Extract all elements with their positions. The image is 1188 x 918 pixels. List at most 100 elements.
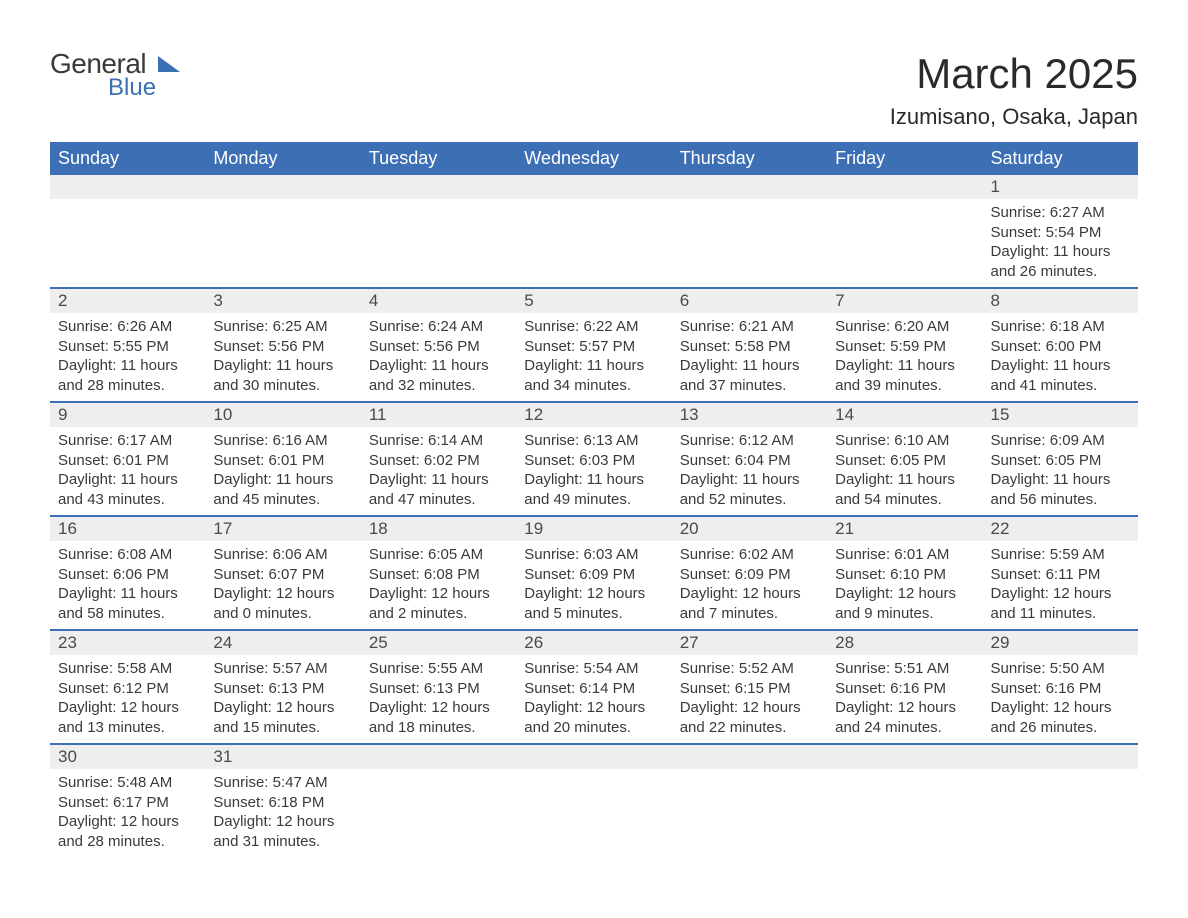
sunset-text: Sunset: 5:54 PM <box>991 223 1130 243</box>
sunrise-text: Sunrise: 6:10 AM <box>835 431 974 451</box>
calendar-row: 9Sunrise: 6:17 AMSunset: 6:01 PMDaylight… <box>50 402 1138 516</box>
date-bar: 23 <box>50 631 205 655</box>
calendar-cell: 10Sunrise: 6:16 AMSunset: 6:01 PMDayligh… <box>205 402 360 516</box>
date-bar <box>983 745 1138 769</box>
cell-body: Sunrise: 6:03 AMSunset: 6:09 PMDaylight:… <box>516 541 671 629</box>
cell-body: Sunrise: 6:25 AMSunset: 5:56 PMDaylight:… <box>205 313 360 401</box>
date-bar <box>516 175 671 199</box>
calendar-cell <box>361 175 516 288</box>
calendar-cell <box>827 175 982 288</box>
calendar-cell <box>672 744 827 857</box>
daylight-text: Daylight: 11 hours and 54 minutes. <box>835 470 974 509</box>
calendar-cell: 25Sunrise: 5:55 AMSunset: 6:13 PMDayligh… <box>361 630 516 744</box>
date-bar: 20 <box>672 517 827 541</box>
calendar-cell <box>50 175 205 288</box>
weekday-header: Monday <box>205 142 360 175</box>
date-bar: 7 <box>827 289 982 313</box>
calendar-cell: 17Sunrise: 6:06 AMSunset: 6:07 PMDayligh… <box>205 516 360 630</box>
sunrise-text: Sunrise: 6:17 AM <box>58 431 197 451</box>
cell-body <box>361 199 516 209</box>
cell-body: Sunrise: 6:01 AMSunset: 6:10 PMDaylight:… <box>827 541 982 629</box>
sunset-text: Sunset: 6:07 PM <box>213 565 352 585</box>
sunrise-text: Sunrise: 6:02 AM <box>680 545 819 565</box>
sunrise-text: Sunrise: 6:24 AM <box>369 317 508 337</box>
date-bar <box>827 175 982 199</box>
date-bar: 11 <box>361 403 516 427</box>
sunset-text: Sunset: 6:01 PM <box>213 451 352 471</box>
daylight-text: Daylight: 12 hours and 18 minutes. <box>369 698 508 737</box>
calendar-cell: 15Sunrise: 6:09 AMSunset: 6:05 PMDayligh… <box>983 402 1138 516</box>
calendar-cell: 7Sunrise: 6:20 AMSunset: 5:59 PMDaylight… <box>827 288 982 402</box>
sunset-text: Sunset: 6:12 PM <box>58 679 197 699</box>
daylight-text: Daylight: 11 hours and 41 minutes. <box>991 356 1130 395</box>
sunset-text: Sunset: 5:56 PM <box>213 337 352 357</box>
calendar-cell: 18Sunrise: 6:05 AMSunset: 6:08 PMDayligh… <box>361 516 516 630</box>
sunset-text: Sunset: 6:06 PM <box>58 565 197 585</box>
date-bar: 21 <box>827 517 982 541</box>
calendar-cell: 29Sunrise: 5:50 AMSunset: 6:16 PMDayligh… <box>983 630 1138 744</box>
cell-body: Sunrise: 6:27 AMSunset: 5:54 PMDaylight:… <box>983 199 1138 287</box>
cell-body: Sunrise: 6:10 AMSunset: 6:05 PMDaylight:… <box>827 427 982 515</box>
calendar-cell <box>827 744 982 857</box>
sunset-text: Sunset: 5:58 PM <box>680 337 819 357</box>
logo-triangle-icon <box>158 56 180 72</box>
daylight-text: Daylight: 12 hours and 13 minutes. <box>58 698 197 737</box>
sunrise-text: Sunrise: 5:48 AM <box>58 773 197 793</box>
daylight-text: Daylight: 11 hours and 58 minutes. <box>58 584 197 623</box>
cell-body <box>827 199 982 209</box>
cell-body: Sunrise: 6:17 AMSunset: 6:01 PMDaylight:… <box>50 427 205 515</box>
calendar-cell: 11Sunrise: 6:14 AMSunset: 6:02 PMDayligh… <box>361 402 516 516</box>
sunrise-text: Sunrise: 5:59 AM <box>991 545 1130 565</box>
daylight-text: Daylight: 12 hours and 26 minutes. <box>991 698 1130 737</box>
cell-body <box>672 769 827 779</box>
daylight-text: Daylight: 12 hours and 0 minutes. <box>213 584 352 623</box>
sunset-text: Sunset: 6:13 PM <box>369 679 508 699</box>
calendar-cell <box>205 175 360 288</box>
title-block: March 2025 Izumisano, Osaka, Japan <box>890 50 1138 130</box>
cell-body: Sunrise: 6:14 AMSunset: 6:02 PMDaylight:… <box>361 427 516 515</box>
calendar-cell <box>672 175 827 288</box>
cell-body: Sunrise: 6:18 AMSunset: 6:00 PMDaylight:… <box>983 313 1138 401</box>
date-bar: 29 <box>983 631 1138 655</box>
calendar-cell <box>516 744 671 857</box>
date-bar: 24 <box>205 631 360 655</box>
daylight-text: Daylight: 11 hours and 56 minutes. <box>991 470 1130 509</box>
daylight-text: Daylight: 12 hours and 11 minutes. <box>991 584 1130 623</box>
sunrise-text: Sunrise: 6:03 AM <box>524 545 663 565</box>
sunrise-text: Sunrise: 5:57 AM <box>213 659 352 679</box>
sunset-text: Sunset: 6:08 PM <box>369 565 508 585</box>
date-bar: 30 <box>50 745 205 769</box>
calendar-cell: 8Sunrise: 6:18 AMSunset: 6:00 PMDaylight… <box>983 288 1138 402</box>
calendar-cell: 2Sunrise: 6:26 AMSunset: 5:55 PMDaylight… <box>50 288 205 402</box>
date-bar <box>205 175 360 199</box>
date-bar: 18 <box>361 517 516 541</box>
date-bar: 4 <box>361 289 516 313</box>
daylight-text: Daylight: 12 hours and 31 minutes. <box>213 812 352 851</box>
cell-body <box>827 769 982 779</box>
sunset-text: Sunset: 6:10 PM <box>835 565 974 585</box>
sunset-text: Sunset: 6:14 PM <box>524 679 663 699</box>
cell-body: Sunrise: 6:05 AMSunset: 6:08 PMDaylight:… <box>361 541 516 629</box>
logo-blue: Blue <box>108 76 156 100</box>
cell-body <box>361 769 516 779</box>
calendar-row: 30Sunrise: 5:48 AMSunset: 6:17 PMDayligh… <box>50 744 1138 857</box>
cell-body: Sunrise: 5:50 AMSunset: 6:16 PMDaylight:… <box>983 655 1138 743</box>
sunset-text: Sunset: 5:55 PM <box>58 337 197 357</box>
cell-body <box>205 199 360 209</box>
daylight-text: Daylight: 11 hours and 34 minutes. <box>524 356 663 395</box>
logo-text: General Blue <box>50 50 156 100</box>
cell-body: Sunrise: 6:09 AMSunset: 6:05 PMDaylight:… <box>983 427 1138 515</box>
calendar-cell: 27Sunrise: 5:52 AMSunset: 6:15 PMDayligh… <box>672 630 827 744</box>
date-bar: 22 <box>983 517 1138 541</box>
daylight-text: Daylight: 12 hours and 7 minutes. <box>680 584 819 623</box>
daylight-text: Daylight: 12 hours and 9 minutes. <box>835 584 974 623</box>
daylight-text: Daylight: 12 hours and 28 minutes. <box>58 812 197 851</box>
sunset-text: Sunset: 5:57 PM <box>524 337 663 357</box>
sunset-text: Sunset: 6:18 PM <box>213 793 352 813</box>
cell-body: Sunrise: 5:47 AMSunset: 6:18 PMDaylight:… <box>205 769 360 857</box>
calendar-cell: 22Sunrise: 5:59 AMSunset: 6:11 PMDayligh… <box>983 516 1138 630</box>
sunset-text: Sunset: 6:15 PM <box>680 679 819 699</box>
calendar-cell: 14Sunrise: 6:10 AMSunset: 6:05 PMDayligh… <box>827 402 982 516</box>
weekday-header: Thursday <box>672 142 827 175</box>
cell-body: Sunrise: 6:21 AMSunset: 5:58 PMDaylight:… <box>672 313 827 401</box>
